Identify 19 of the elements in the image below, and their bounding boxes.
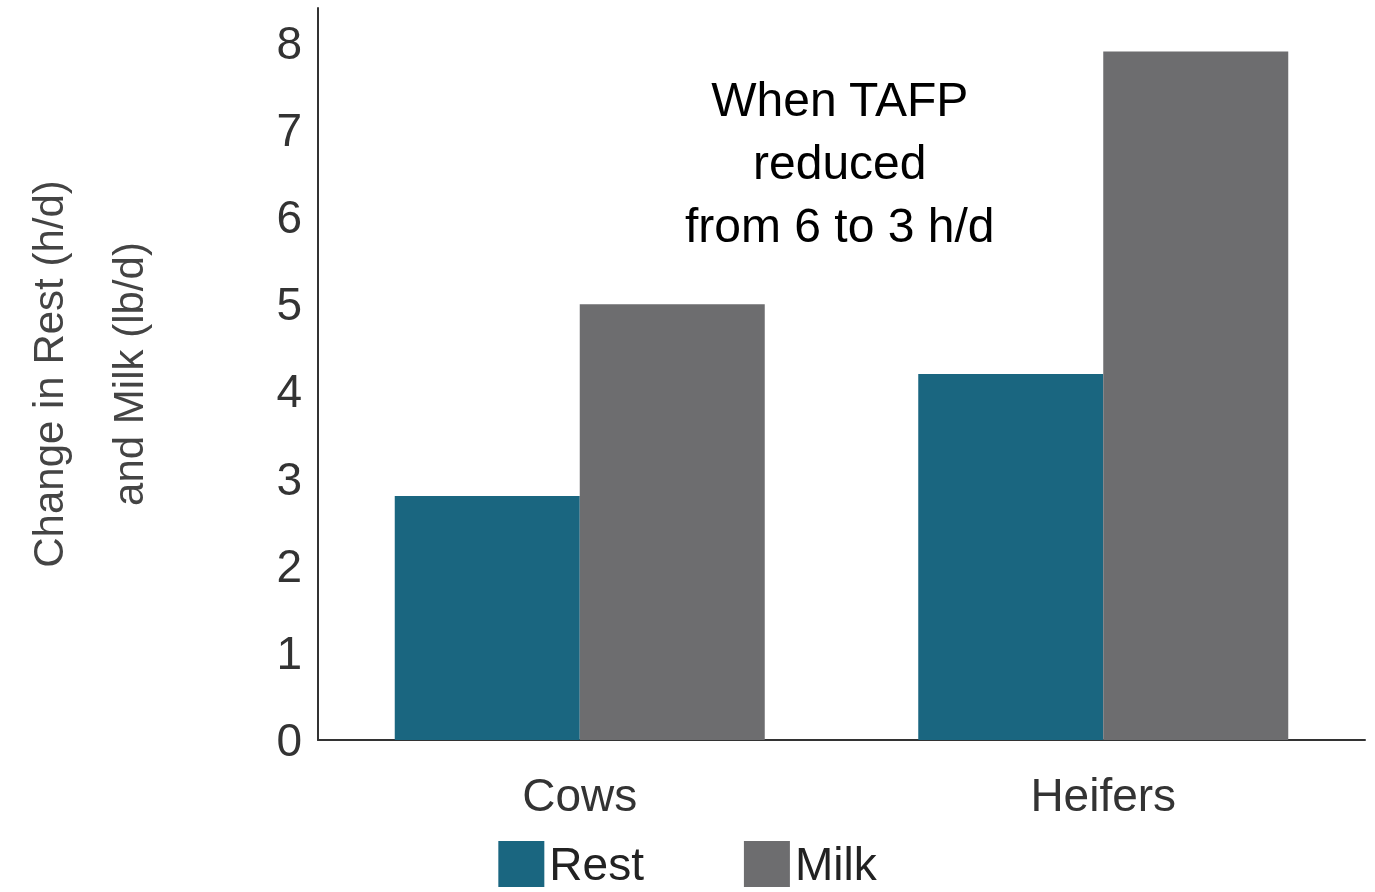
y-tick-label: 7 (276, 104, 302, 156)
y-tick-label: 4 (276, 365, 302, 418)
x-tick-label: Cows (522, 769, 638, 821)
bar (918, 374, 1104, 740)
y-axis-title: Change in Rest (h/d) and Milk (lb/d) (24, 180, 152, 568)
y-tick-label: 5 (276, 278, 302, 331)
bar (579, 304, 765, 740)
annotation: When TAFP reduced from 6 to 3 h/d (685, 73, 995, 252)
y-tick-label: 8 (276, 16, 302, 69)
bar (394, 496, 580, 740)
y-tick-label: 0 (276, 714, 302, 766)
legend-label: Rest (549, 838, 645, 890)
y-tick-label: 2 (276, 539, 302, 592)
y-tick-label: 6 (276, 191, 302, 244)
x-tick-label: Heifers (1030, 769, 1177, 821)
legend-label: Milk (794, 838, 878, 890)
bar (1103, 51, 1289, 740)
y-tick-label: 1 (276, 626, 302, 679)
y-tick-label: 3 (276, 452, 302, 505)
